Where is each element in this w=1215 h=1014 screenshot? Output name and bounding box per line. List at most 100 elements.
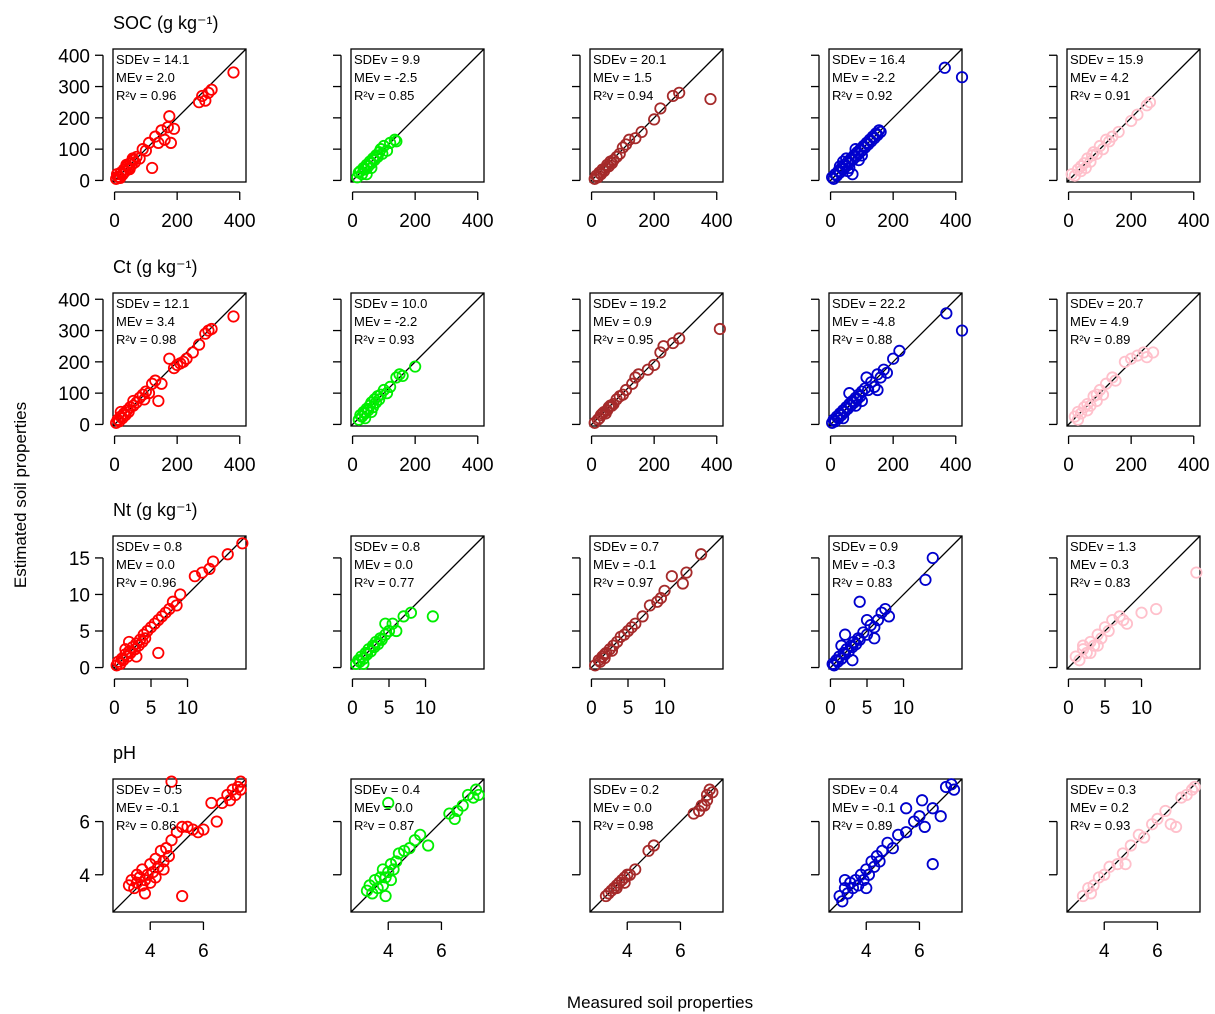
data-point: [390, 624, 403, 638]
data-point: [636, 610, 649, 623]
data-point: [860, 613, 874, 627]
y-axis: [1049, 557, 1058, 669]
stats-block: SDEv = 22.2 MEv = -4.8 R²v = 0.88: [832, 296, 905, 347]
data-point: [648, 113, 661, 126]
data-points: [588, 86, 717, 185]
data-point: [205, 83, 218, 96]
data-point: [152, 646, 165, 660]
x-tick-label: 200: [1115, 455, 1147, 476]
x-axis: 0 5 10: [1063, 678, 1152, 719]
stats-block: SDEv = 19.2 MEv = 0.9 R²v = 0.95: [593, 296, 666, 347]
data-point: [632, 368, 645, 381]
row-title: Ct (g kg⁻¹): [113, 257, 198, 277]
x-tick-label: 0: [586, 211, 597, 232]
data-point: [841, 164, 854, 178]
data-point: [205, 796, 218, 810]
data-point: [126, 152, 139, 165]
panel-r2-c1: 0 100 200 300 400 0 200 400 SDEv = 12.1 MEv = 3.4…: [58, 290, 255, 476]
data-point: [654, 592, 667, 605]
data-point: [357, 657, 370, 670]
data-point: [843, 387, 856, 400]
data-point: [673, 332, 686, 345]
data-point: [203, 562, 216, 575]
data-points: [360, 783, 485, 903]
data-point: [234, 775, 247, 788]
panel-frame: [828, 778, 963, 913]
y-axis-title: Estimated soil properties: [11, 402, 30, 588]
stat-label: MEv = 1.5: [593, 70, 652, 85]
y-axis: 0 5 10 15: [69, 549, 104, 680]
data-point: [623, 133, 636, 146]
data-point: [1084, 646, 1097, 660]
data-point: [868, 632, 881, 645]
data-point: [1112, 125, 1125, 139]
panel-frame: [589, 48, 724, 183]
data-point: [456, 799, 469, 812]
data-point: [673, 86, 686, 99]
x-tick-label: 5: [623, 698, 634, 719]
stats-block: SDEv = 1.3 MEv = 0.3 R²v = 0.83: [1070, 539, 1136, 590]
data-point: [354, 164, 367, 178]
x-tick-label: 0: [1063, 698, 1074, 719]
data-point: [1090, 394, 1103, 408]
data-point: [1113, 610, 1126, 623]
data-points: [110, 66, 240, 185]
data-point: [1091, 639, 1104, 652]
y-tick-label: 200: [58, 109, 90, 130]
data-point: [192, 96, 206, 109]
data-point: [913, 810, 926, 823]
data-point: [1140, 99, 1153, 112]
data-point: [1080, 646, 1093, 660]
x-tick-label: 6: [436, 941, 447, 962]
stat-label: SDEv = 0.2: [593, 782, 659, 797]
stat-label: SDEv = 0.4: [354, 782, 420, 797]
data-point: [629, 863, 642, 876]
panel-frame: [1066, 535, 1201, 670]
data-point: [114, 405, 127, 419]
x-tick-label: 6: [914, 941, 925, 962]
y-tick-label: 0: [79, 659, 90, 680]
x-tick-label: 200: [638, 455, 670, 476]
data-point: [625, 621, 638, 634]
data-point: [654, 346, 667, 359]
data-point: [955, 71, 969, 84]
data-point: [146, 377, 159, 390]
data-point: [139, 144, 152, 157]
data-point: [472, 788, 485, 802]
data-point: [159, 606, 172, 619]
panel-frame: [828, 292, 963, 427]
stats-block: SDEv = 0.9 MEv = -0.3 R²v = 0.83: [832, 539, 898, 590]
data-points: [110, 310, 240, 429]
data-point: [1117, 613, 1130, 627]
y-tick-label: 400: [58, 46, 90, 67]
x-tick-label: 400: [462, 211, 494, 232]
data-point: [1074, 407, 1088, 420]
data-point: [1095, 632, 1108, 645]
stat-label: SDEv = 9.9: [354, 52, 420, 67]
data-point: [377, 383, 390, 397]
data-point: [202, 86, 215, 99]
data-point: [1124, 839, 1137, 852]
data-point: [877, 363, 890, 376]
one-to-one-line: [589, 535, 724, 670]
data-point: [643, 599, 657, 612]
data-point: [607, 639, 620, 652]
data-point: [197, 823, 210, 836]
data-point: [1120, 617, 1134, 630]
data-point: [1073, 654, 1086, 667]
data-point: [409, 360, 422, 373]
data-point: [926, 551, 939, 565]
data-point: [1081, 404, 1094, 417]
stat-label: SDEv = 0.7: [593, 539, 659, 554]
y-axis: [333, 54, 342, 182]
x-tick-label: 10: [177, 698, 198, 719]
panel-r3-c4: 0 5 10 SDEv = 0.9 MEv = -0.3 R²v = 0.83: [811, 535, 963, 719]
y-tick-label: 400: [58, 290, 90, 311]
data-point: [1151, 812, 1164, 826]
data-point: [1169, 820, 1183, 833]
data-point: [665, 570, 678, 583]
stats-block: SDEv = 9.9 MEv = -2.5 R²v = 0.85: [354, 52, 420, 103]
data-point: [1135, 606, 1148, 619]
